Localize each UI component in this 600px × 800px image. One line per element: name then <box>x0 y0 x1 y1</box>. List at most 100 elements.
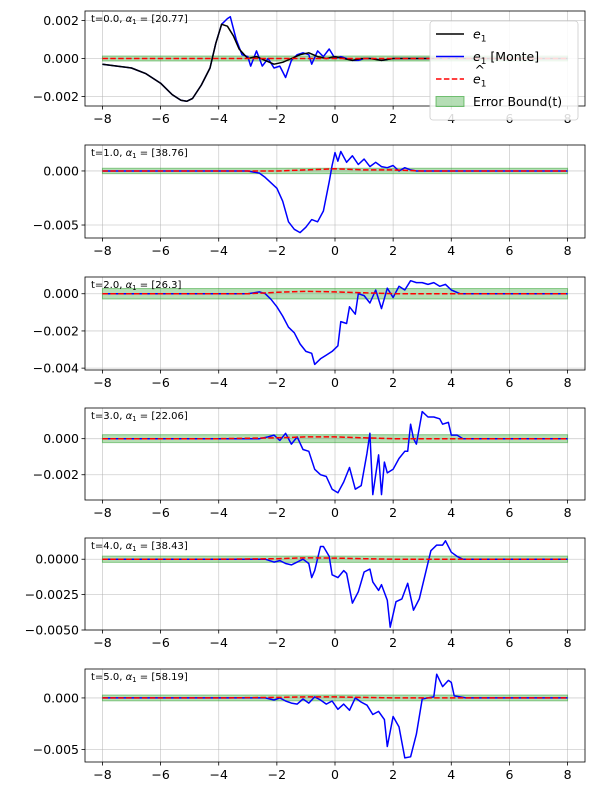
x-tick-label: −4 <box>210 767 228 782</box>
subplot-title: t=0.0, α1 = [20.77] <box>91 14 188 26</box>
x-tick-label: 0 <box>331 375 339 390</box>
legend-label-ehat: e1 <box>473 72 486 90</box>
y-tick-label: 0.002 <box>43 13 79 28</box>
subplot-title: t=2.0, α1 = [26.3] <box>91 280 182 292</box>
x-tick-label: −6 <box>151 505 169 520</box>
series-e1-hat-line <box>102 436 568 440</box>
plot-area <box>101 673 569 759</box>
subplot-title: t=1.0, α1 = [38.76] <box>91 148 188 160</box>
legend-frame <box>429 20 579 121</box>
x-tick-label: 8 <box>564 375 572 390</box>
legend-swatch-bound <box>435 96 465 107</box>
subplot-5: −8 −6 −4 −2 0 2 4 6 8 −0.005 0.000 t=5.0, α1 = [58.… <box>33 668 586 782</box>
x-tick-label: 4 <box>447 375 455 390</box>
y-tick-label: −0.005 <box>33 218 79 233</box>
x-tick-label: 6 <box>505 505 513 520</box>
y-tick-label: −0.005 <box>33 742 79 757</box>
subplot-title: t=4.0, α1 = [38.43] <box>91 541 188 553</box>
subplot-2: −8 −6 −4 −2 0 2 4 6 8 −0.004 −0.002 0.000 t=2.0, α1 … <box>33 276 586 390</box>
y-tick-label: −0.0025 <box>25 587 79 602</box>
x-tick-label: 6 <box>505 375 513 390</box>
x-tick-label: −8 <box>93 111 111 126</box>
x-tick-label: 0 <box>331 505 339 520</box>
x-tick-label: −6 <box>151 111 169 126</box>
x-tick-label: 8 <box>564 635 572 650</box>
plot-area <box>101 410 569 496</box>
x-tick-label: −6 <box>151 767 169 782</box>
x-tick-label: 8 <box>564 505 572 520</box>
x-tick-label: −4 <box>210 243 228 258</box>
x-tick-label: 4 <box>447 243 455 258</box>
x-tick-label: −8 <box>93 375 111 390</box>
x-tick-label: −6 <box>151 243 169 258</box>
series-e1-monte-line <box>102 410 568 496</box>
y-tick-label: −0.002 <box>33 89 79 104</box>
y-tick-label: −0.002 <box>33 323 79 338</box>
series-e1-hat-line <box>102 168 568 172</box>
x-tick-label: 2 <box>389 505 397 520</box>
plot-area <box>101 540 569 628</box>
x-tick-label: −2 <box>268 111 286 126</box>
x-tick-label: −8 <box>93 635 111 650</box>
x-tick-label: −2 <box>268 767 286 782</box>
x-tick-label: 2 <box>389 375 397 390</box>
x-tick-label: 0 <box>331 767 339 782</box>
y-tick-label: 0.000 <box>43 51 79 66</box>
x-tick-label: 6 <box>505 635 513 650</box>
x-tick-label: 8 <box>564 767 572 782</box>
y-tick-label: 0.000 <box>43 431 79 446</box>
x-tick-label: 4 <box>447 767 455 782</box>
subplot-title: t=5.0, α1 = [58.19] <box>91 672 188 684</box>
x-tick-label: −4 <box>210 375 228 390</box>
x-tick-label: −2 <box>268 505 286 520</box>
x-tick-label: 4 <box>447 505 455 520</box>
legend-label-e1: e1 <box>473 27 486 45</box>
x-tick-label: −2 <box>268 375 286 390</box>
x-tick-label: 2 <box>389 635 397 650</box>
x-tick-label: −8 <box>93 505 111 520</box>
x-tick-label: 8 <box>564 243 572 258</box>
x-tick-label: 2 <box>389 111 397 126</box>
series-e1-hat-line <box>102 557 568 560</box>
x-tick-label: −6 <box>151 635 169 650</box>
y-tick-label: −0.004 <box>33 361 79 376</box>
x-tick-label: 0 <box>331 111 339 126</box>
x-tick-label: −2 <box>268 635 286 650</box>
x-tick-label: 2 <box>389 767 397 782</box>
y-tick-label: 0.000 <box>43 286 79 301</box>
series-e1-monte-line <box>102 540 568 628</box>
legend-label-bound: Error Bound(t) <box>473 94 562 109</box>
subplot-1: −8 −6 −4 −2 0 2 4 6 8 −0.005 0.000 t=1.0, α1 = [38.… <box>33 144 586 258</box>
plot-area <box>101 150 569 234</box>
legend-hat-accent: ^ <box>475 62 485 77</box>
legend-label-monte: e1 [Monte] <box>473 49 539 67</box>
x-tick-label: −4 <box>210 635 228 650</box>
x-tick-label: −4 <box>210 111 228 126</box>
x-tick-label: −6 <box>151 375 169 390</box>
x-tick-label: 0 <box>331 243 339 258</box>
subplot-3: −8 −6 −4 −2 0 2 4 6 8 −0.002 0.000 t=3.0, α1 = [22.… <box>33 407 586 520</box>
series-e1-monte-line <box>102 673 568 759</box>
series-e1-monte-line <box>102 279 568 366</box>
y-tick-label: −0.002 <box>33 467 79 482</box>
y-tick-label: 0.000 <box>43 690 79 705</box>
x-tick-label: −8 <box>93 767 111 782</box>
y-tick-label: 0.0000 <box>35 552 79 567</box>
x-tick-label: −8 <box>93 243 111 258</box>
y-tick-label: −0.0050 <box>25 623 79 638</box>
plot-area <box>101 279 569 366</box>
x-tick-label: 2 <box>389 243 397 258</box>
x-tick-label: 6 <box>505 243 513 258</box>
y-tick-label: 0.000 <box>43 163 79 178</box>
x-tick-label: −4 <box>210 505 228 520</box>
series-e1-hat-line <box>102 696 568 699</box>
series-e1-hat-line <box>102 290 568 295</box>
x-tick-label: 4 <box>447 635 455 650</box>
subplot-title: t=3.0, α1 = [22.06] <box>91 411 188 423</box>
subplot-4: −8 −6 −4 −2 0 2 4 6 8 −0.0050 −0.0025 0.0000 t=4.0, … <box>25 537 586 650</box>
x-tick-label: 0 <box>331 635 339 650</box>
x-tick-label: 6 <box>505 767 513 782</box>
